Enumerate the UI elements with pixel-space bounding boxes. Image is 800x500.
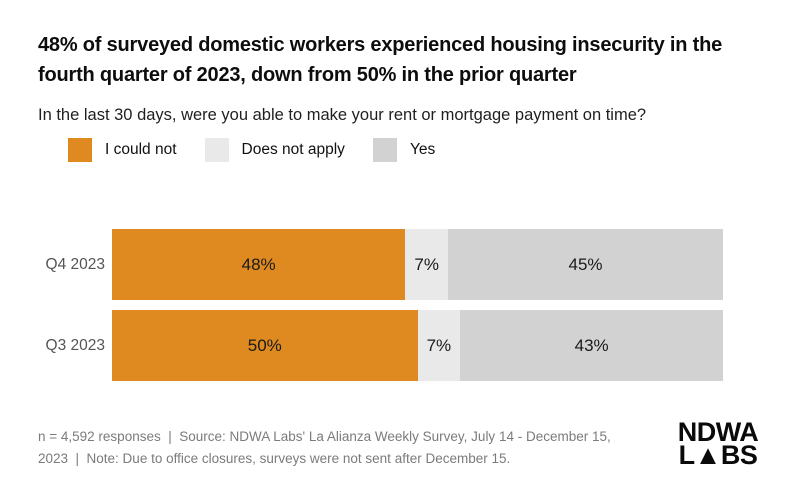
data-label: 43%	[574, 335, 609, 355]
stacked-bar: 50% 7% 43%	[112, 310, 723, 381]
chart-title: 48% of surveyed domestic workers experie…	[38, 34, 723, 86]
bar-segment-i-could-not: 48%	[112, 229, 406, 300]
bar-segment-yes: 45%	[448, 229, 723, 300]
bar-segment-does-not-apply: 7%	[417, 310, 461, 381]
data-label: 45%	[568, 254, 603, 274]
legend-label: I could not	[105, 141, 177, 158]
category-label: Q3 2023	[45, 336, 105, 354]
logo-text-ndwa: NDWA	[677, 417, 759, 447]
data-label: 7%	[426, 335, 452, 355]
legend: I could not Does not apply Yes	[68, 138, 435, 162]
legend-label: Does not apply	[241, 141, 345, 158]
bar-segment-yes: 43%	[460, 310, 723, 381]
legend-item-yes: Yes	[372, 138, 436, 162]
legend-label: Yes	[409, 141, 436, 158]
legend-item-i-could-not: I could not	[68, 138, 177, 162]
logo-text-labs: L▲BS	[678, 440, 758, 470]
bar-row-q3-2023: Q3 2023 50% 7% 43%	[38, 310, 723, 381]
category-label: Q4 2023	[45, 255, 105, 273]
legend-swatch-orange	[68, 138, 92, 162]
footnote: n = 4,592 responses | Source: NDWA Labs'…	[38, 429, 615, 466]
legend-item-does-not-apply: Does not apply	[204, 138, 345, 162]
data-label: 48%	[241, 254, 276, 274]
bar-row-q4-2023: Q4 2023 48% 7% 45%	[38, 229, 723, 300]
stacked-bar: 48% 7% 45%	[112, 229, 723, 300]
data-label: 50%	[247, 335, 282, 355]
ndwa-labs-logo: NDWA L▲BS	[668, 417, 768, 470]
bar-segment-i-could-not: 50%	[112, 310, 418, 381]
chart-subtitle: In the last 30 days, were you able to ma…	[38, 106, 647, 124]
data-label: 7%	[414, 254, 439, 274]
bar-segment-does-not-apply: 7%	[405, 229, 449, 300]
legend-swatch-gray	[372, 138, 397, 162]
legend-swatch-light-gray	[204, 138, 229, 162]
